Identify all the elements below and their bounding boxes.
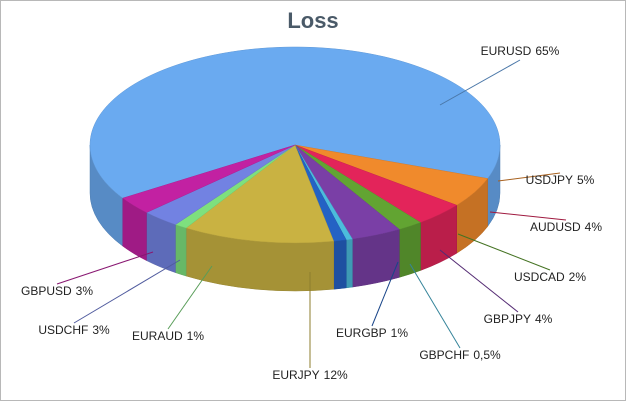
label-name: EURAUD [132,329,183,343]
slice-side [175,224,187,277]
label-name: USDJPY [526,173,573,187]
label-value: 3% [76,284,94,298]
slice [185,144,335,244]
label-name: EURJPY [272,368,319,382]
data-label: USDCHF 3% [38,323,110,337]
label-name: GBPUSD [21,284,72,298]
label-value: 4% [585,220,603,234]
slice-side [333,239,347,290]
leader-line [371,261,399,327]
label-value: 12% [324,368,348,382]
label-name: EURUSD [481,44,532,58]
leader-line [73,259,181,324]
label-name: USDCAD [514,270,565,284]
label-value: 2% [569,270,587,284]
data-label: GBPJPY 4% [484,312,553,326]
slice-side [399,222,421,278]
leader-line [439,59,521,106]
label-name: GBPJPY [484,312,531,326]
label-value: 5% [577,173,595,187]
slice-side [346,238,353,289]
data-label: EURGBP 1% [336,326,408,340]
leader-line [439,249,519,313]
label-value: 65% [535,44,559,58]
data-label: EURUSD 65% [481,44,560,58]
data-label: GBPCHF 0,5% [419,348,501,362]
leader-line [457,233,551,271]
leader-line [56,251,154,285]
label-value: 3% [92,323,110,337]
leader-line [409,263,461,349]
data-label: EURAUD 1% [132,329,204,343]
data-label: GBPUSD 3% [21,284,93,298]
leader-line [167,265,213,330]
label-value: 4% [535,312,553,326]
leader-line [489,211,567,221]
label-value: 1% [187,329,205,343]
label-name: AUDUSD [530,220,581,234]
data-label: AUDUSD 4% [530,220,602,234]
data-label: USDJPY 5% [526,173,595,187]
chart-title: Loss [287,8,338,33]
label-name: GBPCHF [419,348,469,362]
leader-line [497,172,561,182]
label-name: EURGBP [336,326,387,340]
slice [122,144,296,213]
label-value: 0,5% [473,348,501,362]
label-value: 1% [391,326,409,340]
data-label: USDCAD 2% [514,270,586,284]
slice [89,46,501,199]
data-label: EURJPY 12% [272,368,348,382]
label-name: USDCHF [38,323,88,337]
